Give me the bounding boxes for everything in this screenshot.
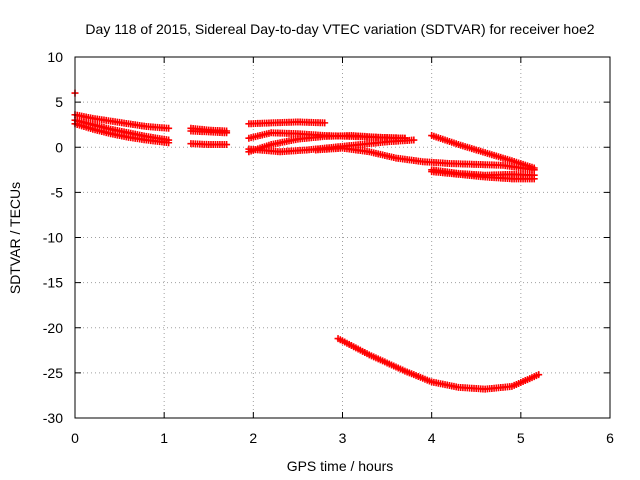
data-point [223,141,231,149]
chart-title: Day 118 of 2015, Sidereal Day-to-day VTE… [85,21,594,37]
series-arc-7 [187,124,231,135]
y-tick-label: -25 [43,365,63,381]
x-axis-label: GPS time / hours [287,458,394,474]
y-tick-label: 0 [55,139,63,155]
x-tick-label: 2 [249,430,257,446]
y-tick-label: -10 [43,230,63,246]
x-tick-label: 4 [428,430,436,446]
x-tick-label: 0 [71,430,79,446]
y-tick-label: -30 [43,410,63,426]
series-arc-2 [71,111,173,132]
series-arc-16 [334,335,543,393]
y-axis-label: SDTVAR / TECUs [7,182,23,294]
series-arc-6 [187,140,231,149]
x-tick-label: 3 [339,430,347,446]
data-point [165,124,173,132]
series-arc-13 [428,132,538,172]
y-tick-label: -20 [43,320,63,336]
x-tick-label: 5 [517,430,525,446]
y-tick-label: -5 [51,184,64,200]
series-arc-12 [312,144,538,174]
x-tick-label: 6 [606,430,614,446]
y-tick-label: 10 [47,49,63,65]
x-tick-label: 1 [160,430,168,446]
series-arc-15 [428,166,538,179]
series-arc-8 [245,118,329,128]
data-point [321,119,329,127]
y-tick-label: -15 [43,275,63,291]
grid [75,57,610,418]
ticks: 0 1 2 3 4 5 6 -30 -25 -20 -15 -10 -5 0 5 10 [43,49,614,446]
data-point [410,136,418,144]
data-point [530,171,538,179]
data-point [223,127,231,135]
data-point [530,164,538,172]
data-point [165,139,173,147]
data-point [535,371,543,379]
y-tick-label: 5 [55,94,63,110]
data-points [71,89,543,393]
